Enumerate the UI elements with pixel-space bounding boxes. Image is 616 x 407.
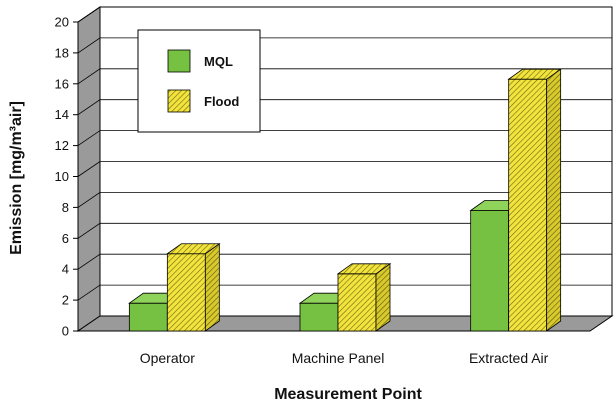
- bar-top: [166, 243, 221, 255]
- y-tick-label: 0: [62, 324, 69, 339]
- y-tick-label: 6: [62, 231, 69, 246]
- gridline: [77, 37, 612, 54]
- gridline: [77, 284, 612, 301]
- legend-label-mql: MQL: [204, 54, 233, 69]
- gridline: [77, 99, 612, 116]
- legend-swatch-mql: [167, 49, 191, 73]
- bars: [128, 68, 562, 332]
- gridline: [77, 130, 612, 146]
- bar-top: [336, 263, 392, 275]
- x-tick-label: Extracted Air: [469, 350, 549, 366]
- gridline: [77, 253, 612, 270]
- y-tick-label: 2: [62, 293, 69, 308]
- legend: MQL Flood: [137, 29, 261, 133]
- bar-front: [128, 302, 168, 332]
- y-tick-label: 18: [55, 45, 69, 60]
- y-tick-label: 16: [55, 76, 69, 91]
- gridline: [77, 222, 612, 239]
- x-axis-title: Measurement Point: [274, 386, 422, 403]
- bar-side: [546, 68, 562, 332]
- bar-side: [375, 263, 391, 332]
- bar: [166, 242, 221, 332]
- y-tick-label: 8: [62, 200, 69, 215]
- y-tick-label: 4: [62, 262, 69, 277]
- bar-front: [166, 253, 206, 332]
- bar-front: [299, 302, 339, 332]
- y-tick-label: 14: [55, 107, 69, 122]
- bar: [336, 263, 392, 332]
- bar-side: [204, 242, 220, 332]
- y-tick-label: 10: [55, 169, 69, 184]
- y-tick-label: 20: [55, 15, 69, 30]
- legend-label-flood: Flood: [204, 94, 239, 109]
- y-tick-labels: 0 2 4 6 8 10 12 14 16 18 20: [55, 15, 69, 339]
- gridline: [77, 68, 612, 85]
- gridlines: [73, 6, 612, 332]
- bar-front: [470, 210, 510, 332]
- legend-swatch-flood: [167, 89, 191, 113]
- gridline: [77, 6, 612, 23]
- y-axis-title: Emission [mg/m³air]: [8, 101, 25, 255]
- gridline: [77, 161, 612, 177]
- bar-front: [508, 78, 548, 332]
- bar: [507, 68, 562, 332]
- x-tick-label: Operator: [140, 350, 196, 366]
- bar-top: [507, 68, 562, 80]
- bar-front: [337, 273, 377, 332]
- x-tick-label: Machine Panel: [292, 350, 385, 366]
- legend-box: [137, 29, 261, 133]
- y-tick-label: 12: [55, 138, 69, 153]
- gridline: [77, 191, 612, 208]
- x-tick-labels: Operator Machine Panel Extracted Air: [140, 350, 549, 366]
